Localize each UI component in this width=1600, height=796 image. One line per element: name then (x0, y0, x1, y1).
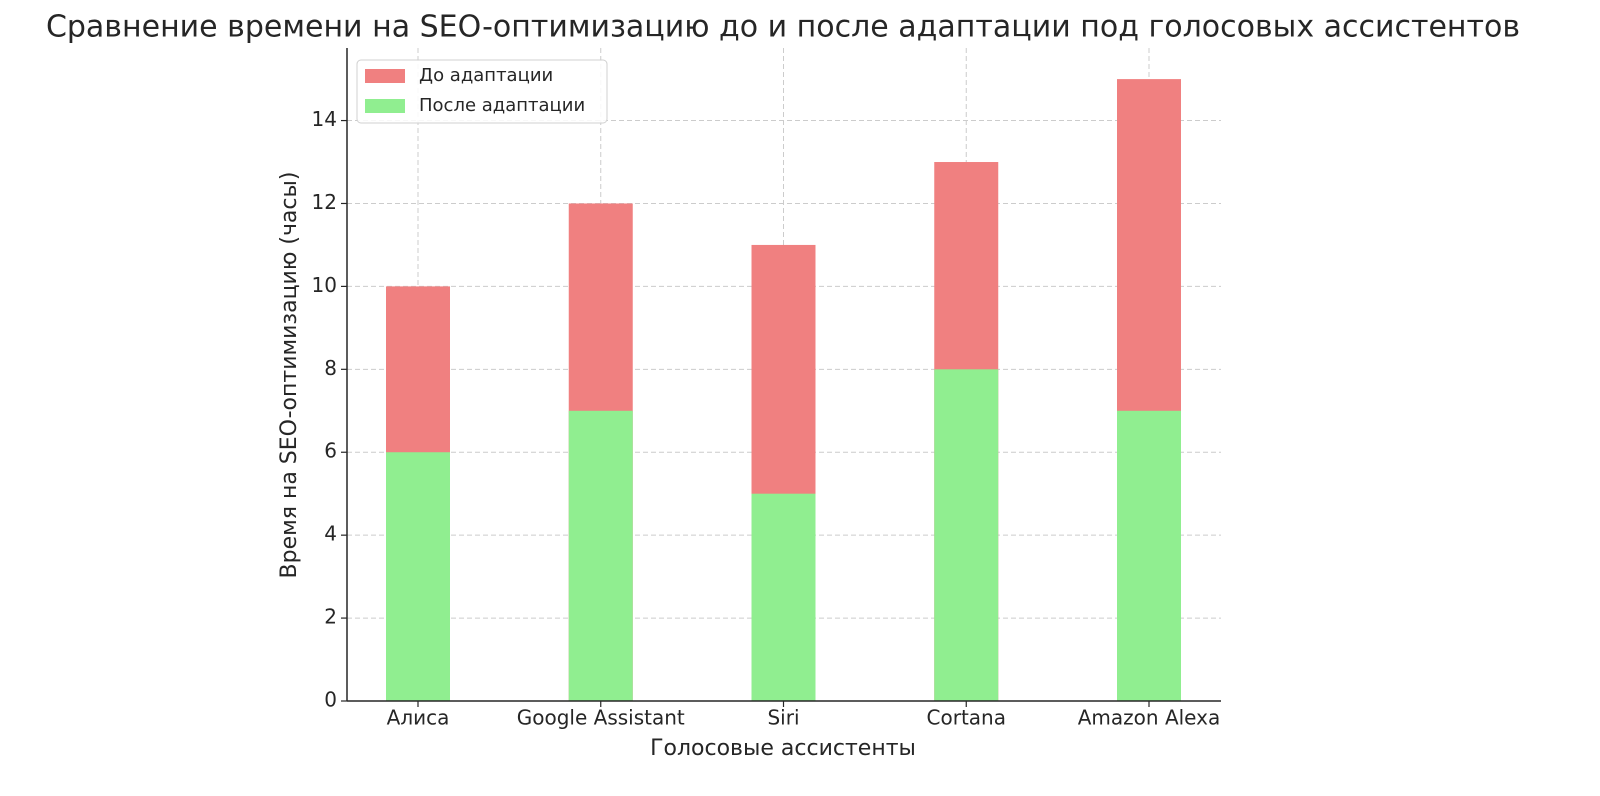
y-tick-label: 4 (324, 522, 337, 546)
legend-label: После адаптации (419, 95, 585, 116)
bar (934, 369, 999, 701)
legend-box (356, 59, 608, 124)
x-tick-label: Google Assistant (517, 706, 685, 730)
y-tick-label: 12 (312, 190, 337, 214)
y-tick-label: 14 (312, 107, 337, 131)
chart-title: Сравнение времени на SEO-оптимизацию до … (46, 10, 1520, 45)
legend-label: До адаптации (419, 65, 553, 86)
x-tick-label: Amazon Alexa (1078, 706, 1220, 730)
bar (386, 452, 450, 701)
y-tick-label: 0 (324, 688, 337, 712)
legend-swatch (365, 69, 405, 83)
y-tick-label: 8 (324, 356, 337, 380)
legend-swatch (365, 99, 405, 113)
x-axis-label: Голосовые ассистенты (650, 736, 916, 761)
bar (568, 410, 633, 701)
bar (1117, 410, 1181, 701)
x-tick-label: Siri (767, 706, 799, 730)
y-tick-label: 6 (324, 439, 337, 463)
y-tick-label: 10 (312, 273, 337, 297)
x-tick-label: Алиса (387, 706, 450, 730)
legend: До адаптации После адаптации (356, 59, 608, 124)
bar (751, 493, 816, 701)
x-tick-label: Cortana (927, 706, 1006, 730)
y-tick-label: 2 (324, 605, 337, 629)
y-axis-label: Время на SEO-оптимизацию (часы) (277, 172, 302, 579)
